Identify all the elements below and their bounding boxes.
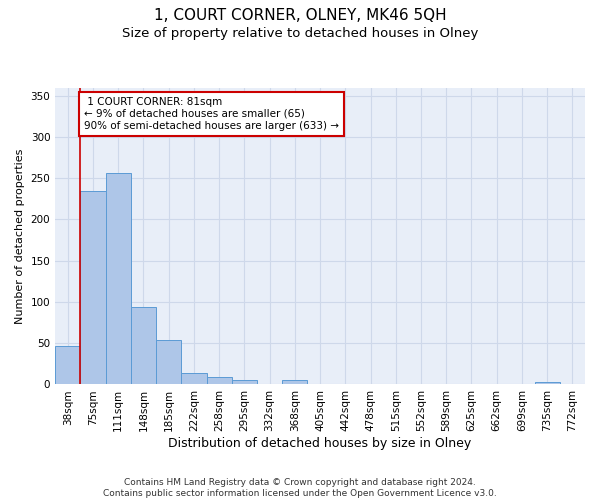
Bar bbox=[80, 190, 106, 384]
Bar bbox=[55, 346, 80, 385]
Bar bbox=[282, 380, 307, 384]
Text: 1, COURT CORNER, OLNEY, MK46 5QH: 1, COURT CORNER, OLNEY, MK46 5QH bbox=[154, 8, 446, 22]
Bar bbox=[156, 340, 181, 384]
Y-axis label: Number of detached properties: Number of detached properties bbox=[15, 148, 25, 324]
Text: Size of property relative to detached houses in Olney: Size of property relative to detached ho… bbox=[122, 28, 478, 40]
Bar bbox=[106, 174, 131, 384]
X-axis label: Distribution of detached houses by size in Olney: Distribution of detached houses by size … bbox=[169, 437, 472, 450]
Bar bbox=[535, 382, 560, 384]
Bar bbox=[232, 380, 257, 384]
Text: Contains HM Land Registry data © Crown copyright and database right 2024.
Contai: Contains HM Land Registry data © Crown c… bbox=[103, 478, 497, 498]
Text: 1 COURT CORNER: 81sqm
← 9% of detached houses are smaller (65)
90% of semi-detac: 1 COURT CORNER: 81sqm ← 9% of detached h… bbox=[84, 98, 339, 130]
Bar bbox=[206, 377, 232, 384]
Bar bbox=[131, 307, 156, 384]
Bar bbox=[181, 373, 206, 384]
